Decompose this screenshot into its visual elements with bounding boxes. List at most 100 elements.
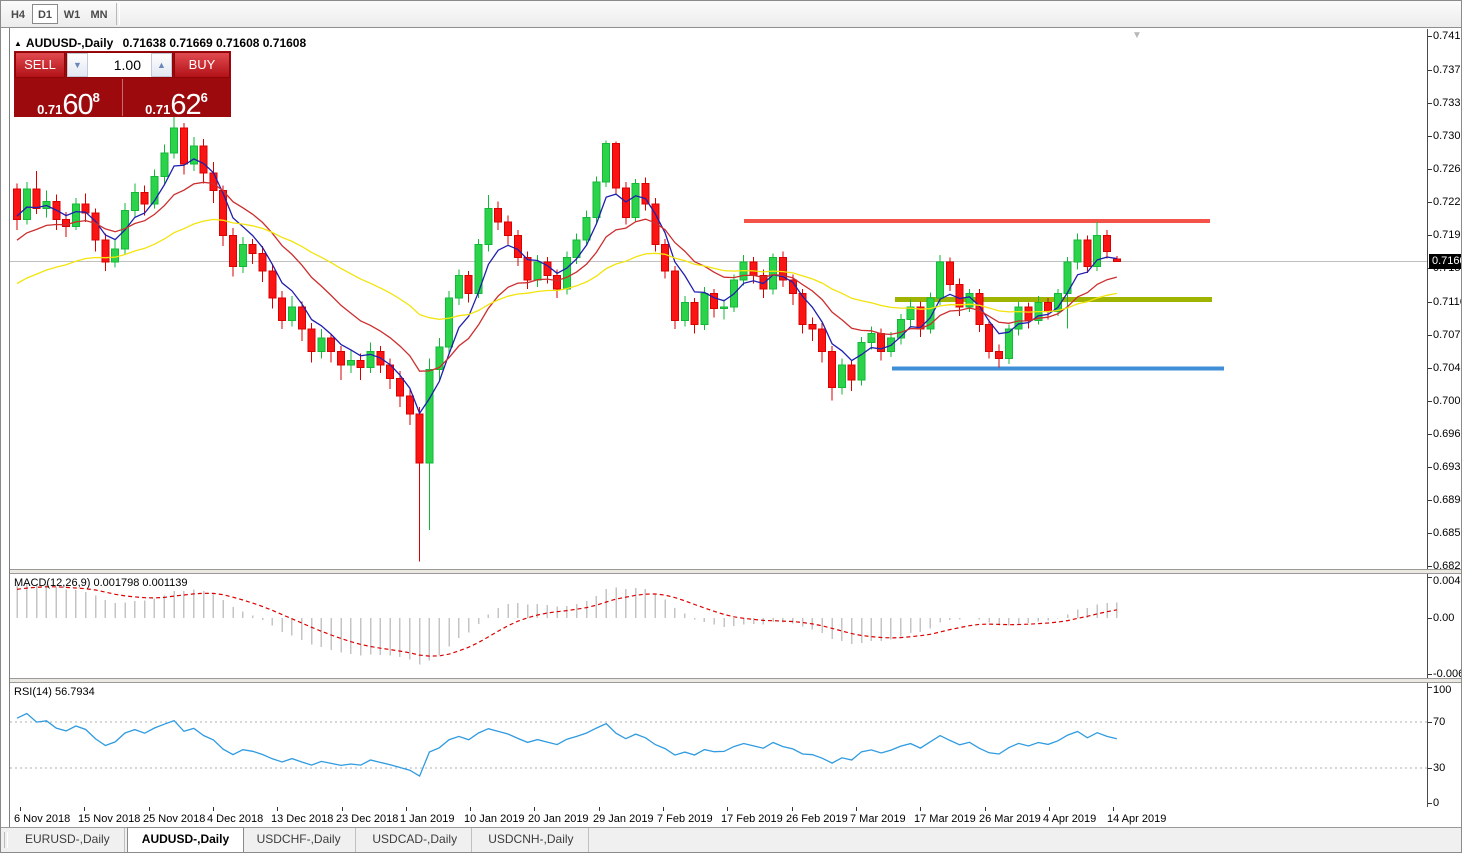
tabbar-grip [4,832,8,848]
date-axis-label: 20 Jan 2019 [528,813,589,825]
panel-splitter[interactable] [10,678,1461,683]
candlestick-series [13,115,1121,562]
axis-tick [1428,577,1432,578]
price-axis-label: 0.72270 [1433,196,1461,208]
date-axis-label: 4 Apr 2019 [1043,813,1097,825]
date-tick [1113,807,1114,811]
volume-decrease-button[interactable]: ▼ [67,53,88,77]
axis-tick [1428,618,1432,619]
date-axis-label: 17 Feb 2019 [721,813,783,825]
chart-workspace: ▲ AUDUSD-,Daily 0.71638 0.71669 0.71608 0… [9,28,1461,829]
axis-tick [1428,401,1432,402]
price-axis: 0.74130 0.73750 0.73380 0.73010 0.72640 0.722… [1427,29,1461,572]
price-axis-label: 0.70050 [1433,395,1461,407]
chart-tab-audusd-daily[interactable]: AUDUSD-,Daily [126,827,245,852]
axis-tick [1428,202,1432,203]
chart-tab-usdcad-daily[interactable]: USDCAD-,Daily [358,828,473,852]
date-tick [406,807,407,811]
axis-tick [1428,722,1432,723]
date-axis[interactable]: 6 Nov 2018 15 Nov 2018 25 Nov 2018 4 Dec 20… [10,807,1461,829]
axis-tick [1428,36,1432,37]
date-tick [277,807,278,811]
macd-chart [10,574,1427,678]
date-tick [856,807,857,811]
sell-button[interactable]: SELL [15,52,65,78]
price-axis-label: 0.70790 [1433,329,1461,341]
volume-input[interactable]: 1.00 [113,57,141,73]
sell-price-prefix: 0.71 [37,102,63,117]
date-axis-label: 1 Jan 2019 [400,813,455,825]
date-axis-label: 17 Mar 2019 [914,813,976,825]
date-tick [20,807,21,811]
date-axis-label: 29 Jan 2019 [593,813,654,825]
chart-symbol-label: AUDUSD-,Daily [25,36,114,50]
axis-tick [1428,136,1432,137]
ma-line-fast-blue [16,158,1117,415]
rsi-axis-label: 30 [1433,762,1446,774]
axis-tick [1428,467,1432,468]
macd-signal-line [16,586,1117,657]
date-axis-label: 10 Jan 2019 [464,813,525,825]
timeframe-button-w1[interactable]: W1 [63,9,81,21]
price-axis-label: 0.68570 [1433,527,1461,539]
date-axis-label: 15 Nov 2018 [78,813,141,825]
price-axis-label: 0.73010 [1433,130,1461,142]
axis-tick [1428,500,1432,501]
toolbar-separator [116,3,120,25]
date-axis-label: 4 Dec 2018 [207,813,264,825]
price-chart-panel[interactable]: ▲ AUDUSD-,Daily 0.71638 0.71669 0.71608 0… [10,29,1461,572]
timeframe-button-h4[interactable]: H4 [10,9,26,21]
rsi-indicator-panel[interactable]: RSI(14) 56.7934 100 70 30 0 [10,683,1461,809]
date-axis-label: 6 Nov 2018 [14,813,71,825]
rsi-axis-label: 0 [1433,797,1440,809]
axis-tick [1428,768,1432,769]
buy-price-prefix: 0.71 [145,102,171,117]
price-axis-label: 0.70420 [1433,362,1461,374]
chart-ohlc-values: 0.71638 0.71669 0.71608 0.71608 [122,36,307,50]
axis-tick [1428,566,1432,567]
chart-tab-usdchf-daily[interactable]: USDCHF-,Daily [243,828,356,852]
axis-tick [1428,235,1432,236]
axis-tick [1428,302,1432,303]
price-axis-label: 0.72640 [1433,163,1461,175]
date-tick [149,807,150,811]
date-tick [985,807,986,811]
rsi-axis-label: 70 [1433,716,1446,728]
macd-axis: 0.004694 0.00 -0.00639 [1427,574,1461,680]
rsi-canvas [10,712,1427,778]
date-tick [342,807,343,811]
date-tick [599,807,600,811]
ma-line-slow-yellow [16,218,1117,321]
timeframe-button-d1[interactable]: D1 [32,4,58,24]
axis-tick [1428,434,1432,435]
price-axis-label: 0.68940 [1433,494,1461,506]
chart-tab-bar: EURUSD-,Daily AUDUSD-,Daily USDCHF-,Daily U… [1,827,1461,852]
timeframe-toolbar: H4 D1 W1 MN [1,1,1461,28]
date-tick [663,807,664,811]
chart-tab-usdcnh-daily[interactable]: USDCNH-,Daily [474,828,589,852]
axis-tick [1428,803,1432,804]
date-tick [534,807,535,811]
macd-axis-label: 0.004694 [1433,575,1461,587]
chart-tab-eurusd-daily[interactable]: EURUSD-,Daily [11,828,125,852]
timeframe-button-mn[interactable]: MN [90,9,108,21]
rsi-axis: 100 70 30 0 [1427,683,1461,809]
macd-indicator-panel[interactable]: MACD(12,26,9) 0.001798 0.001139 0.004694… [10,574,1461,680]
date-axis-label: 13 Dec 2018 [271,813,334,825]
date-axis-label: 23 Dec 2018 [336,813,399,825]
buy-price-pipette: 6 [200,90,208,105]
axis-tick [1428,70,1432,71]
price-axis-label: 0.69310 [1433,461,1461,473]
one-click-trade-panel: SELL ▼ 1.00 ▲ BUY 0.71608 0.71626 [14,51,231,121]
chart-shift-marker-icon[interactable]: ▼ [1132,30,1142,41]
macd-label: MACD(12,26,9) 0.001798 0.001139 [14,577,188,589]
macd-axis-label: 0.00 [1433,612,1455,624]
panel-splitter[interactable] [10,569,1461,574]
rsi-chart [10,683,1427,807]
buy-button[interactable]: BUY [174,52,230,78]
date-axis-label: 26 Feb 2019 [786,813,848,825]
candlestick-chart[interactable] [10,29,1427,569]
ma-line-mid-red [16,181,1117,372]
volume-increase-button[interactable]: ▲ [151,53,172,77]
